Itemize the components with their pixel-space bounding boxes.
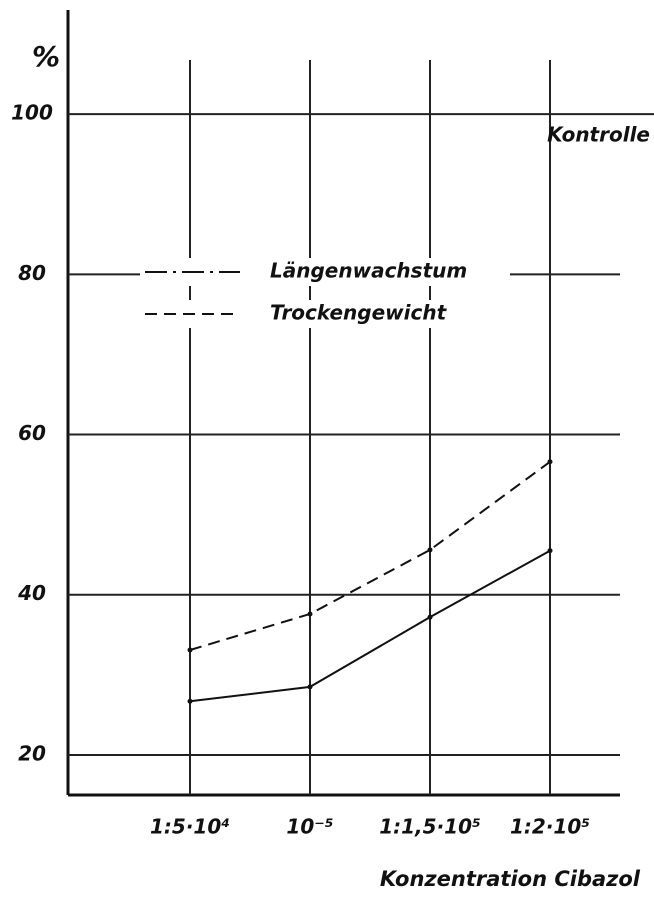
x-tick-label: 1:5·10⁴ xyxy=(150,815,230,839)
y-axis-label: % xyxy=(32,40,60,73)
point xyxy=(427,614,433,620)
x-tick-label: 10⁻⁵ xyxy=(286,815,333,839)
y-tick-label: 20 xyxy=(18,741,46,765)
y-tick-label: 40 xyxy=(17,581,46,605)
point xyxy=(427,547,433,553)
point xyxy=(547,459,553,465)
point xyxy=(307,684,313,690)
legend-label: Trockengewicht xyxy=(270,301,448,325)
x-tick-label: 1:1,5·10⁵ xyxy=(379,815,481,839)
series-line xyxy=(189,549,551,703)
x-tick-label: 1:2·10⁵ xyxy=(510,815,590,839)
point xyxy=(307,611,313,617)
y-tick-label: 60 xyxy=(18,421,46,445)
legend-label: Längenwachstum xyxy=(270,259,467,283)
point xyxy=(547,548,553,554)
y-tick-label: 80 xyxy=(18,261,46,285)
annotation: Kontrolle xyxy=(547,123,650,147)
x-axis-label: Konzentration Cibazol xyxy=(380,867,641,891)
point xyxy=(187,698,193,704)
point xyxy=(187,647,193,653)
series-line xyxy=(189,460,551,651)
y-tick-label: 100 xyxy=(11,101,53,125)
legend-bg xyxy=(140,300,510,328)
